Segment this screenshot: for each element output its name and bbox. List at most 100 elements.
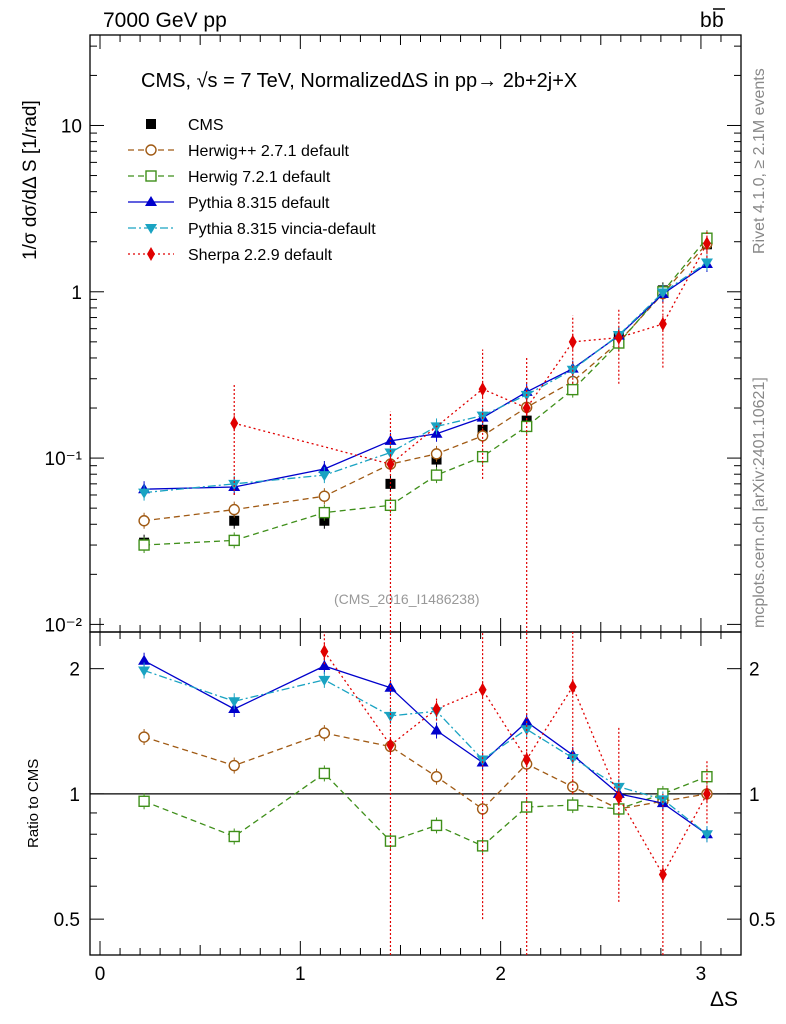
- ratio-point: [567, 799, 579, 811]
- ratio-point: [228, 759, 240, 772]
- legend-item-pythia-8-315-default: Pythia 8.315 default: [128, 195, 330, 212]
- legend-label: Pythia 8.315 default: [188, 195, 330, 212]
- ratio-point: [384, 711, 397, 722]
- x-tick-label: 0: [95, 964, 106, 985]
- main-point: [384, 499, 397, 512]
- ratio-y-tick-label: 2: [69, 660, 80, 681]
- ratio-point: [612, 782, 625, 793]
- title-s: s: [208, 70, 218, 92]
- main-point: [384, 448, 397, 459]
- main-y-tick-label: 10: [61, 116, 82, 137]
- main-y-axis-label: 1/σ dσ/dΔ S [1/rad]: [20, 100, 41, 260]
- main-point: [228, 534, 240, 547]
- ratio-point: [320, 644, 329, 659]
- ratio-point: [228, 830, 240, 843]
- main-point: [228, 503, 240, 516]
- ratio-point: [520, 715, 533, 726]
- ratio-point: [430, 770, 443, 783]
- main-point: [138, 539, 150, 551]
- main-point: [230, 416, 239, 431]
- main-line: [144, 243, 708, 522]
- legend-marker: [146, 119, 156, 129]
- main-point: [318, 471, 331, 482]
- ratio-point: [318, 767, 331, 780]
- legend-item-sherpa-2-2-9-default: Sherpa 2.2.9 default: [128, 247, 333, 264]
- main-series-pythia-8-315-default: [138, 255, 713, 498]
- mcplots-label: mcplots.cern.ch [arXiv:2401.10621]: [751, 377, 768, 628]
- main-point: [430, 469, 443, 481]
- ratio-point: [476, 755, 489, 766]
- main-y-tick-label: 1: [71, 283, 82, 304]
- ratio-y-tick-label-right: 1: [749, 785, 760, 806]
- main-line: [234, 243, 708, 465]
- legend-label: Herwig 7.2.1 default: [188, 169, 331, 186]
- main-point: [658, 317, 667, 332]
- legend-item-cms: CMS: [146, 117, 224, 134]
- ratio-point: [700, 830, 713, 841]
- ratio-point: [566, 753, 579, 764]
- ratio-axes: 2 2 1 1 0.5 0.5 0 1 2 3: [54, 632, 775, 985]
- ratio-series-pythia-8-315-vincia-default: [138, 662, 713, 843]
- legend-label: Herwig++ 2.7.1 default: [188, 143, 350, 160]
- rivet-version-label: Rivet 4.1.0, ≥ 2.1M events: [751, 68, 768, 254]
- x-tick-label: 3: [696, 964, 707, 985]
- ratio-point: [318, 727, 331, 739]
- main-point: [229, 515, 240, 526]
- main-series-sherpa-2-2-9-default: [230, 231, 711, 632]
- main-point: [318, 506, 331, 519]
- ratio-point: [318, 675, 331, 686]
- ratio-point: [138, 666, 151, 677]
- main-line: [144, 261, 708, 494]
- header-process-label: b b: [700, 8, 725, 32]
- legend-label: CMS: [188, 117, 224, 134]
- ratio-point: [138, 731, 150, 743]
- header-bbar-label: b: [712, 9, 724, 32]
- ratio-point: [614, 790, 623, 805]
- ratio-y-tick-label-right: 2: [749, 660, 760, 681]
- main-point: [138, 488, 151, 499]
- ratio-point: [567, 781, 579, 793]
- ratio-point: [702, 786, 711, 801]
- svg-text:CMS, √s = 7 TeV, NormalizedΔS: CMS, √s = 7 TeV, NormalizedΔS in pp→ 2b+…: [141, 70, 577, 92]
- ratio-point: [430, 819, 443, 832]
- ratio-point: [656, 795, 669, 806]
- title-rest: = 7 TeV, NormalizedΔS in pp→ 2b+2j+X: [218, 70, 578, 92]
- ratio-point: [318, 659, 331, 670]
- ratio-y-tick-label: 0.5: [54, 910, 80, 931]
- main-point: [318, 490, 331, 502]
- legend-label: Sherpa 2.2.9 default: [188, 247, 333, 264]
- ratio-point: [432, 701, 441, 716]
- x-tick-label: 1: [295, 964, 306, 985]
- main-y-tick-label: 10⁻¹: [45, 449, 83, 470]
- ratio-point: [658, 867, 667, 882]
- chart-title: CMS, √s = 7 TeV, NormalizedΔS in pp→ 2b+…: [141, 70, 577, 92]
- header-energy-label: 7000 GeV pp: [103, 9, 227, 32]
- legend-item-herwig-2-7-1-default: Herwig++ 2.7.1 default: [128, 143, 350, 160]
- main-point: [138, 515, 150, 527]
- main-point: [656, 288, 669, 299]
- main-point: [386, 457, 395, 472]
- legend-item-herwig-7-2-1-default: Herwig 7.2.1 default: [128, 169, 331, 186]
- main-series-herwig-7-2-1-default: [138, 230, 713, 554]
- legend-marker: [147, 247, 155, 261]
- main-point: [430, 422, 443, 433]
- main-point: [614, 330, 623, 345]
- ratio-series-pythia-8-315-default: [138, 652, 713, 843]
- ratio-y-tick-label: 1: [69, 785, 80, 806]
- main-series-pythia-8-315-vincia-default: [138, 254, 713, 501]
- x-axis-label: ΔS: [710, 988, 738, 1011]
- title-prefix: CMS,: [141, 70, 197, 92]
- main-point: [522, 401, 531, 416]
- legend: CMS Herwig++ 2.7.1 default Herwig 7.2.1 de…: [128, 117, 376, 264]
- legend-label: Pythia 8.315 vincia-default: [188, 221, 376, 238]
- main-axes: 10 1 10⁻¹ 10⁻²: [45, 35, 741, 636]
- ratio-point: [568, 679, 577, 694]
- ratio-point: [430, 724, 443, 735]
- ratio-y-axis-label: Ratio to CMS: [25, 759, 42, 848]
- legend-item-pythia-8-315-vincia-default: Pythia 8.315 vincia-default: [128, 221, 376, 238]
- main-point: [476, 411, 489, 422]
- ratio-point: [701, 770, 713, 783]
- legend-marker: [145, 170, 157, 182]
- main-point: [567, 383, 579, 396]
